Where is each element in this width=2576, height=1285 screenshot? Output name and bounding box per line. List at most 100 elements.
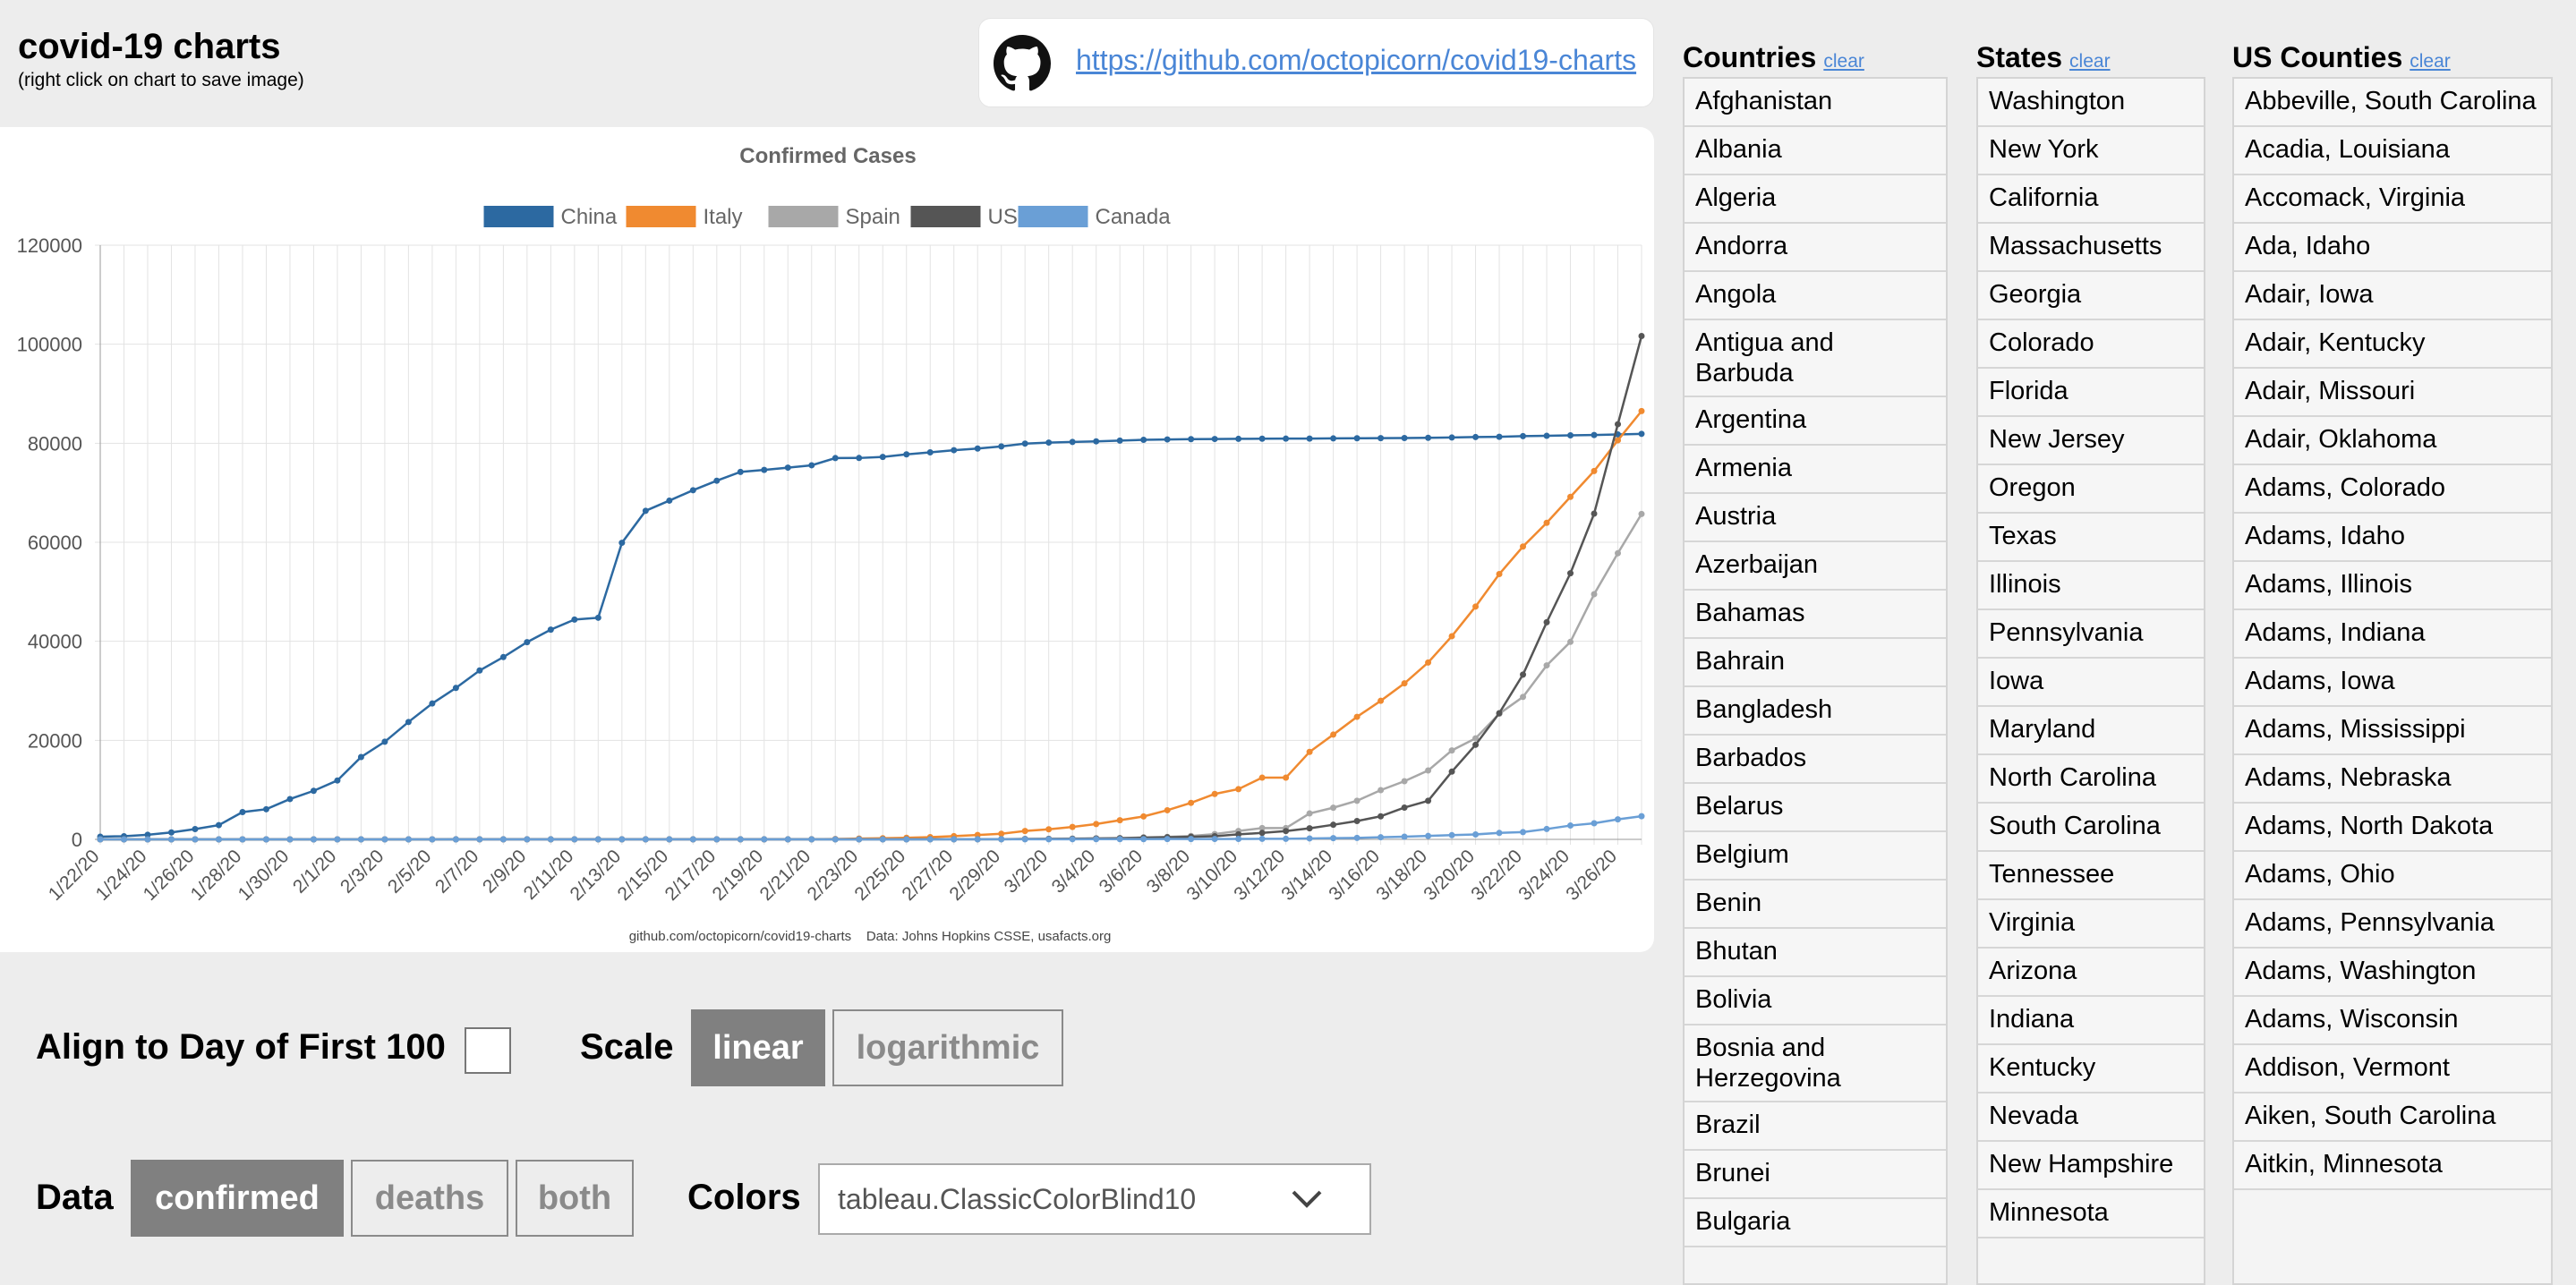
- county-list-item[interactable]: Adams, Illinois: [2234, 562, 2551, 610]
- country-list-item[interactable]: Bulgaria: [1685, 1199, 1946, 1247]
- state-list-item[interactable]: Illinois: [1978, 562, 2204, 610]
- github-link-box[interactable]: https://github.com/octopicorn/covid19-ch…: [978, 18, 1654, 107]
- state-list-item[interactable]: Iowa: [1978, 659, 2204, 707]
- county-list-item[interactable]: Adams, Pennsylvania: [2234, 900, 2551, 949]
- confirmed-cases-chart[interactable]: 120000 100000 80000 60000 40000 20000 01/22/20…: [0, 127, 1654, 952]
- data-point-china: [1212, 436, 1218, 442]
- country-list-item[interactable]: Austria: [1685, 494, 1946, 542]
- country-list-item[interactable]: Bahrain: [1685, 639, 1946, 687]
- data-point-china: [168, 830, 175, 836]
- country-list-item[interactable]: Afghanistan: [1685, 79, 1946, 127]
- states-list[interactable]: Washington New York California Massachusett…: [1976, 77, 2205, 1285]
- state-list-item[interactable]: Massachusetts: [1978, 224, 2204, 272]
- data-point-spain: [1354, 797, 1361, 804]
- country-list-item[interactable]: Azerbaijan: [1685, 542, 1946, 591]
- county-list-item[interactable]: Adair, Iowa: [2234, 272, 2551, 320]
- countries-list[interactable]: Afghanistan Albania Algeria Andorra Angola An…: [1683, 77, 1948, 1285]
- county-list-item[interactable]: Adams, Nebraska: [2234, 755, 2551, 804]
- country-list-item[interactable]: Bangladesh: [1685, 687, 1946, 736]
- county-list-item[interactable]: Adams, North Dakota: [2234, 804, 2551, 852]
- county-list-item[interactable]: Addison, Vermont: [2234, 1045, 2551, 1094]
- country-list-item[interactable]: Antigua and Barbuda: [1685, 320, 1946, 397]
- state-list-item[interactable]: New York: [1978, 127, 2204, 175]
- county-list-item[interactable]: Ada, Idaho: [2234, 224, 2551, 272]
- country-list-item[interactable]: Armenia: [1685, 446, 1946, 494]
- state-list-item[interactable]: Minnesota: [1978, 1190, 2204, 1238]
- repo-link[interactable]: https://github.com/octopicorn/covid19-ch…: [1076, 44, 1636, 77]
- x-tick-label: 3/10/20: [1182, 846, 1241, 905]
- counties-clear-link[interactable]: clear: [2410, 51, 2451, 72]
- county-list-item[interactable]: Accomack, Virginia: [2234, 175, 2551, 224]
- github-icon[interactable]: [994, 35, 1051, 92]
- state-list-item[interactable]: Kentucky: [1978, 1045, 2204, 1094]
- data-point-italy: [1045, 826, 1052, 832]
- states-clear-link[interactable]: clear: [2069, 51, 2111, 72]
- data-point-canada: [1639, 813, 1645, 820]
- data-confirmed-button[interactable]: confirmed: [131, 1160, 344, 1237]
- country-list-item[interactable]: Bhutan: [1685, 929, 1946, 977]
- country-list-item[interactable]: Bolivia: [1685, 977, 1946, 1025]
- country-list-item[interactable]: Algeria: [1685, 175, 1946, 224]
- state-list-item[interactable]: Georgia: [1978, 272, 2204, 320]
- state-list-item[interactable]: Pennsylvania: [1978, 610, 2204, 659]
- country-list-item[interactable]: Bahamas: [1685, 591, 1946, 639]
- state-list-item[interactable]: New Jersey: [1978, 417, 2204, 465]
- data-point-canada: [1235, 836, 1241, 842]
- data-point-china: [1022, 440, 1028, 447]
- data-both-button[interactable]: both: [516, 1160, 634, 1237]
- state-list-item[interactable]: Nevada: [1978, 1094, 2204, 1142]
- state-list-item[interactable]: Florida: [1978, 369, 2204, 417]
- state-list-item[interactable]: California: [1978, 175, 2204, 224]
- country-list-item[interactable]: Argentina: [1685, 397, 1946, 446]
- county-list-item[interactable]: Adams, Washington: [2234, 949, 2551, 997]
- state-list-item[interactable]: South Carolina: [1978, 804, 2204, 852]
- county-list-item[interactable]: Adams, Wisconsin: [2234, 997, 2551, 1045]
- country-list-item[interactable]: Angola: [1685, 272, 1946, 320]
- county-list-item[interactable]: Adair, Oklahoma: [2234, 417, 2551, 465]
- state-list-item[interactable]: Oregon: [1978, 465, 2204, 514]
- scale-linear-button[interactable]: linear: [691, 1009, 825, 1086]
- country-list-item[interactable]: Bosnia and Herzegovina: [1685, 1025, 1946, 1102]
- scale-logarithmic-button[interactable]: logarithmic: [832, 1009, 1063, 1086]
- state-list-item[interactable]: Virginia: [1978, 900, 2204, 949]
- country-list-item[interactable]: Belarus: [1685, 784, 1946, 832]
- county-list-item[interactable]: Adair, Kentucky: [2234, 320, 2551, 369]
- state-list-item[interactable]: Texas: [1978, 514, 2204, 562]
- data-deaths-button[interactable]: deaths: [351, 1160, 508, 1237]
- state-list-item[interactable]: Arizona: [1978, 949, 2204, 997]
- county-list-item[interactable]: Acadia, Louisiana: [2234, 127, 2551, 175]
- country-list-item[interactable]: Andorra: [1685, 224, 1946, 272]
- county-list-item[interactable]: Adams, Colorado: [2234, 465, 2551, 514]
- legend-swatch-italy: [627, 206, 696, 227]
- state-list-item[interactable]: Tennessee: [1978, 852, 2204, 900]
- state-list-item[interactable]: New Hampshire: [1978, 1142, 2204, 1190]
- county-list-item[interactable]: Abbeville, South Carolina: [2234, 79, 2551, 127]
- data-point-china: [1330, 435, 1336, 441]
- data-point-canada: [192, 836, 198, 842]
- county-list-item[interactable]: Adams, Indiana: [2234, 610, 2551, 659]
- county-list-item[interactable]: Adams, Mississippi: [2234, 707, 2551, 755]
- state-list-item[interactable]: Washington: [1978, 79, 2204, 127]
- country-list-item[interactable]: Belgium: [1685, 832, 1946, 881]
- state-list-item[interactable]: Maryland: [1978, 707, 2204, 755]
- colors-select[interactable]: tableau.ClassicColorBlind10: [818, 1163, 1371, 1235]
- countries-clear-link[interactable]: clear: [1823, 51, 1864, 72]
- data-point-canada: [1520, 829, 1526, 835]
- country-list-item[interactable]: Albania: [1685, 127, 1946, 175]
- country-list-item[interactable]: Brazil: [1685, 1102, 1946, 1151]
- county-list-item[interactable]: Adams, Idaho: [2234, 514, 2551, 562]
- counties-list[interactable]: Abbeville, South Carolina Acadia, Louisia…: [2232, 77, 2553, 1285]
- align-checkbox[interactable]: [465, 1027, 511, 1074]
- state-list-item[interactable]: Indiana: [1978, 997, 2204, 1045]
- county-list-item[interactable]: Aitkin, Minnesota: [2234, 1142, 2551, 1190]
- country-list-item[interactable]: Brunei: [1685, 1151, 1946, 1199]
- x-tick-label: 2/27/20: [898, 846, 957, 905]
- county-list-item[interactable]: Adams, Ohio: [2234, 852, 2551, 900]
- county-list-item[interactable]: Adams, Iowa: [2234, 659, 2551, 707]
- country-list-item[interactable]: Barbados: [1685, 736, 1946, 784]
- county-list-item[interactable]: Adair, Missouri: [2234, 369, 2551, 417]
- county-list-item[interactable]: Aiken, South Carolina: [2234, 1094, 2551, 1142]
- country-list-item[interactable]: Benin: [1685, 881, 1946, 929]
- state-list-item[interactable]: Colorado: [1978, 320, 2204, 369]
- state-list-item[interactable]: North Carolina: [1978, 755, 2204, 804]
